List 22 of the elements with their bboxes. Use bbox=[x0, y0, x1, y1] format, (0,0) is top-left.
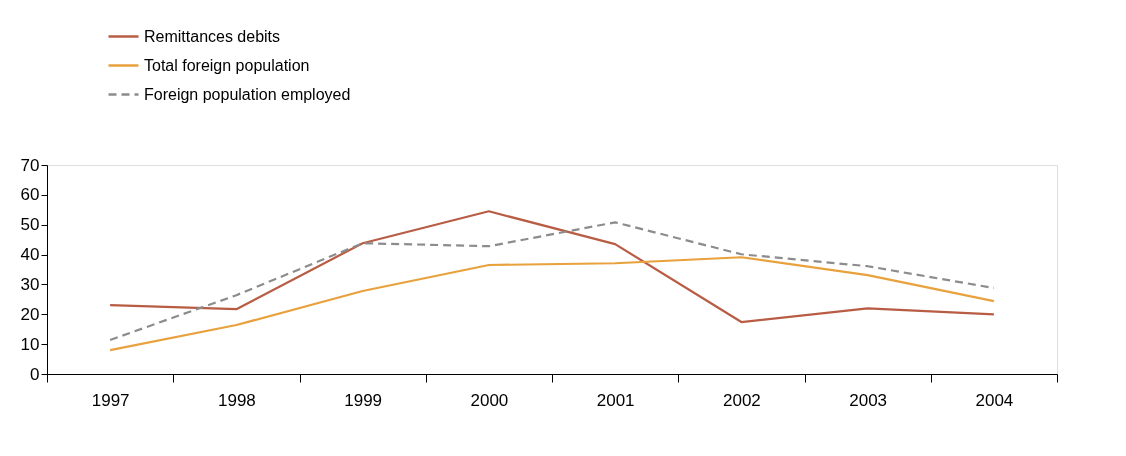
y-tick-label: 10 bbox=[20, 334, 40, 354]
line-series bbox=[109, 221, 995, 342]
y-tick-label: 30 bbox=[20, 274, 40, 294]
y-tick-label: 60 bbox=[20, 185, 40, 205]
x-tick-label: 1997 bbox=[91, 390, 130, 410]
x-tick-label: 1999 bbox=[344, 390, 383, 410]
legend-label: Foreign population employed bbox=[144, 85, 351, 103]
line-series bbox=[109, 210, 995, 324]
y-tick-label: 40 bbox=[20, 245, 40, 265]
x-tick-label: 2002 bbox=[722, 390, 761, 410]
y-tick-label: 70 bbox=[20, 155, 40, 175]
y-tick-label: 50 bbox=[20, 215, 40, 235]
x-tick-label: 2004 bbox=[975, 390, 1014, 410]
legend-label: Remittances debits bbox=[144, 27, 281, 45]
y-tick-label: 20 bbox=[20, 304, 40, 324]
y-tick-label: 0 bbox=[30, 364, 40, 384]
x-tick-label: 2001 bbox=[596, 390, 635, 410]
x-tick-label: 2003 bbox=[849, 390, 888, 410]
line-series bbox=[109, 256, 995, 352]
legend-label: Total foreign population bbox=[144, 56, 310, 74]
x-tick-label: 2000 bbox=[470, 390, 509, 410]
x-tick-label: 1998 bbox=[217, 390, 256, 410]
